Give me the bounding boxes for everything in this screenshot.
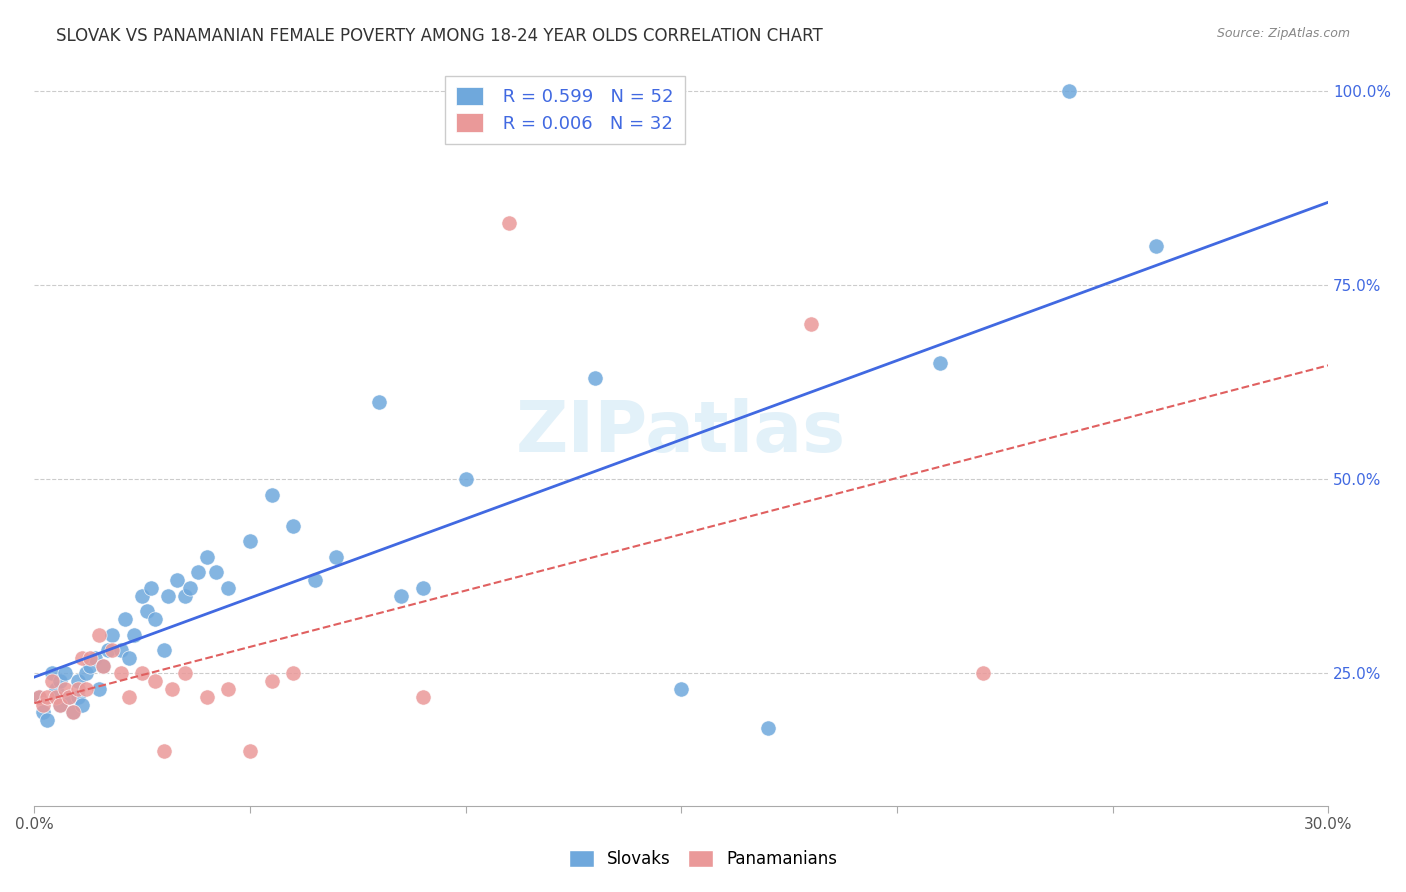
Point (110, 666, 132, 681)
Point (110, 643, 132, 657)
Point (260, 674, 283, 689)
Text: ZIPatlas: ZIPatlas (516, 398, 846, 467)
Point (58, 690, 80, 704)
Point (70, 651, 93, 665)
Point (87, 627, 110, 641)
Point (195, 690, 218, 704)
Point (239, 744, 262, 758)
Point (70, 698, 93, 712)
Point (217, 581, 239, 595)
Point (800, 317, 823, 331)
Point (135, 604, 157, 618)
Point (756, 721, 779, 735)
Point (1144, 239, 1167, 253)
Point (118, 690, 141, 704)
Point (498, 216, 520, 230)
Point (53, 681, 76, 696)
Point (37, 690, 59, 704)
Point (45, 681, 67, 696)
Point (101, 643, 124, 657)
Point (118, 651, 141, 665)
Point (671, 681, 693, 696)
Legend:  R = 0.599   N = 52,  R = 0.006   N = 32: R = 0.599 N = 52, R = 0.006 N = 32 (444, 76, 685, 144)
Point (66, 690, 89, 704)
Point (93, 658, 115, 673)
Point (53, 666, 76, 681)
Point (37, 713, 59, 727)
Text: SLOVAK VS PANAMANIAN FEMALE POVERTY AMONG 18-24 YEAR OLDS CORRELATION CHART: SLOVAK VS PANAMANIAN FEMALE POVERTY AMON… (56, 27, 823, 45)
Point (389, 589, 412, 603)
Point (412, 581, 434, 595)
Point (49, 698, 72, 712)
Point (66, 674, 89, 689)
Point (97, 643, 120, 657)
Point (152, 744, 174, 758)
Point (62, 706, 84, 720)
Point (83, 651, 105, 665)
Point (28, 690, 51, 704)
Point (325, 549, 347, 564)
Point (66, 681, 89, 696)
Point (143, 674, 166, 689)
Point (58, 690, 80, 704)
Point (75, 666, 97, 681)
Point (41, 674, 63, 689)
Point (929, 356, 952, 370)
Point (131, 589, 153, 603)
Point (114, 612, 136, 626)
Point (131, 666, 153, 681)
Point (49, 674, 72, 689)
Point (139, 581, 162, 595)
Legend: Slovaks, Panamanians: Slovaks, Panamanians (562, 843, 844, 875)
Point (412, 690, 434, 704)
Point (45, 690, 67, 704)
Point (204, 566, 226, 580)
Point (260, 488, 283, 502)
Point (454, 472, 477, 486)
Point (217, 681, 239, 696)
Point (1059, 84, 1081, 98)
Point (32, 706, 55, 720)
Point (87, 681, 110, 696)
Point (143, 612, 166, 626)
Point (157, 589, 180, 603)
Point (79, 658, 101, 673)
Point (75, 681, 97, 696)
Point (174, 666, 197, 681)
Point (179, 581, 201, 595)
Point (122, 627, 145, 641)
Point (239, 534, 262, 549)
Point (195, 549, 218, 564)
Text: Source: ZipAtlas.com: Source: ZipAtlas.com (1216, 27, 1350, 40)
Point (32, 698, 55, 712)
Point (49, 698, 72, 712)
Point (162, 681, 184, 696)
Point (368, 394, 391, 409)
Point (972, 666, 994, 681)
Point (152, 643, 174, 657)
Point (583, 371, 606, 385)
Point (101, 627, 124, 641)
Point (166, 573, 188, 587)
Point (79, 651, 101, 665)
Point (281, 666, 304, 681)
Point (93, 658, 115, 673)
Point (174, 589, 197, 603)
Point (41, 666, 63, 681)
Point (62, 706, 84, 720)
Point (281, 519, 304, 533)
Point (28, 690, 51, 704)
Point (304, 573, 326, 587)
Point (187, 566, 209, 580)
